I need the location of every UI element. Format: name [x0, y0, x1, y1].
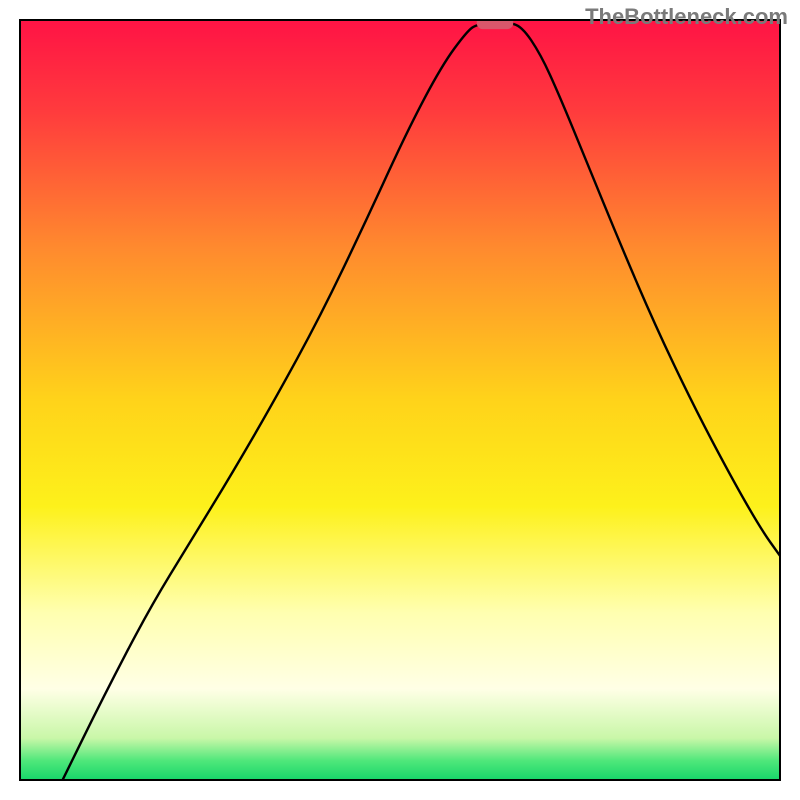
watermark-text: TheBottleneck.com — [585, 4, 788, 30]
gradient-background — [20, 20, 780, 780]
bottleneck-chart: TheBottleneck.com — [0, 0, 800, 800]
chart-svg — [0, 0, 800, 800]
